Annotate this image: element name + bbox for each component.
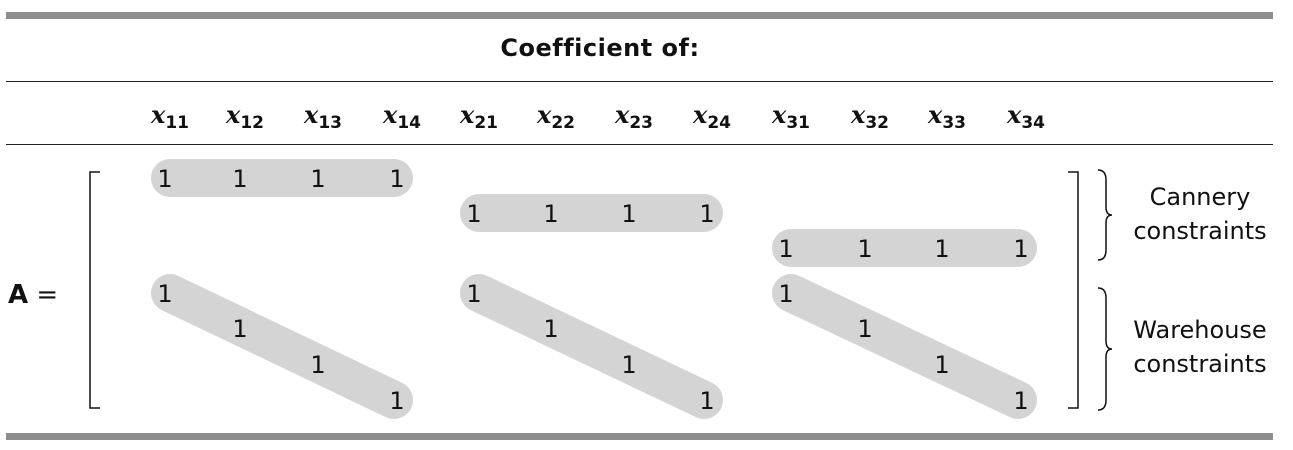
variable-header-x13: x13	[288, 100, 358, 133]
variable-header-x23: x23	[599, 100, 669, 133]
matrix-entry: 1	[232, 315, 247, 343]
top-thick-rule	[6, 12, 1273, 19]
header-separator	[6, 81, 1273, 82]
variable-symbol: x	[383, 100, 398, 129]
variable-symbol: x	[615, 100, 630, 129]
matrix-entry: 1	[389, 165, 404, 193]
warehouse-diagonal-highlight	[151, 274, 413, 419]
matrix-entry: 1	[543, 315, 558, 343]
matrix-entry: 1	[310, 165, 325, 193]
variable-symbol: x	[537, 100, 552, 129]
variable-subscript: 32	[865, 113, 889, 133]
matrix-entry: 1	[389, 387, 404, 415]
matrix-entry: 1	[543, 200, 558, 228]
variable-subscript: 21	[474, 113, 498, 133]
matrix-entry: 1	[310, 351, 325, 379]
matrix-name: A	[8, 280, 29, 310]
variable-symbol: x	[304, 100, 319, 129]
group-label-line: Warehouse	[1133, 316, 1267, 344]
matrix-entry: 1	[934, 235, 949, 263]
warehouse-brace	[1097, 287, 1113, 411]
matrix-entry: 1	[857, 235, 872, 263]
variable-symbol: x	[851, 100, 866, 129]
variable-symbol: x	[226, 100, 241, 129]
variable-subscript: 12	[240, 113, 264, 133]
group-label-line: constraints	[1133, 350, 1267, 378]
table-heading: Coefficient of:	[500, 34, 700, 62]
group-label-line: Cannery	[1149, 183, 1251, 211]
matrix-label: A =	[8, 280, 58, 310]
equals-sign: =	[36, 280, 59, 310]
variable-symbol: x	[151, 100, 166, 129]
matrix-entry: 1	[778, 280, 793, 308]
variable-symbol: x	[1007, 100, 1022, 129]
variable-header-x32: x32	[835, 100, 905, 133]
matrix-entry: 1	[621, 351, 636, 379]
variable-header-x22: x22	[521, 100, 591, 133]
matrix-entry: 1	[621, 200, 636, 228]
variable-header-x12: x12	[210, 100, 280, 133]
matrix-entry: 1	[466, 280, 481, 308]
warehouse-diagonal-highlight	[772, 274, 1037, 419]
variable-subscript: 34	[1021, 113, 1045, 133]
variable-subscript: 33	[942, 113, 966, 133]
variable-symbol: x	[928, 100, 943, 129]
matrix-entry: 1	[466, 200, 481, 228]
warehouse-constraints-label: Warehouse constraints	[1125, 313, 1275, 381]
variable-symbol: x	[693, 100, 708, 129]
variable-header-x21: x21	[444, 100, 514, 133]
variable-header-x14: x14	[367, 100, 437, 133]
variable-subscript: 11	[165, 113, 189, 133]
matrix-entry: 1	[232, 165, 247, 193]
warehouse-diagonal-highlight	[460, 274, 723, 419]
variable-subscript: 23	[629, 113, 653, 133]
cannery-constraints-label: Cannery constraints	[1125, 180, 1275, 248]
matrix-entry: 1	[699, 200, 714, 228]
cannery-brace	[1097, 169, 1113, 261]
bottom-thick-rule	[6, 433, 1273, 440]
variable-subscript: 14	[397, 113, 421, 133]
matrix-entry: 1	[934, 351, 949, 379]
variable-header-x11: x11	[135, 100, 205, 133]
matrix-entry: 1	[157, 280, 172, 308]
matrix-entry: 1	[157, 165, 172, 193]
variable-header-x24: x24	[677, 100, 747, 133]
matrix-entry: 1	[1013, 235, 1028, 263]
variable-symbol: x	[460, 100, 475, 129]
variable-subscript: 22	[551, 113, 575, 133]
variable-subscript: 13	[318, 113, 342, 133]
matrix-entry: 1	[1013, 387, 1028, 415]
variable-header-x31: x31	[756, 100, 826, 133]
variable-header-x33: x33	[912, 100, 982, 133]
group-label-line: constraints	[1133, 217, 1267, 245]
matrix-entry: 1	[857, 315, 872, 343]
variable-subscript: 31	[786, 113, 810, 133]
left-bracket	[89, 171, 100, 409]
matrix-entry: 1	[778, 235, 793, 263]
variable-header-x34: x34	[991, 100, 1061, 133]
matrix-entry: 1	[699, 387, 714, 415]
column-header-separator	[6, 144, 1273, 145]
right-bracket	[1068, 171, 1079, 409]
variable-subscript: 24	[707, 113, 731, 133]
variable-symbol: x	[772, 100, 787, 129]
